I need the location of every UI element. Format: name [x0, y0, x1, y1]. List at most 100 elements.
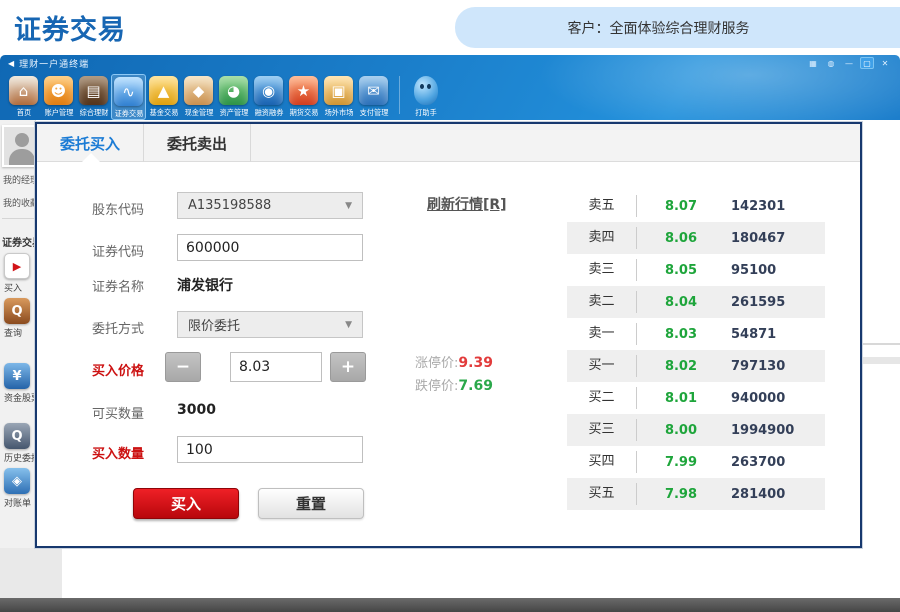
feedback-icon[interactable]: ◍: [827, 58, 835, 68]
tab-buy-order[interactable]: 委托买入: [37, 124, 144, 162]
sidebar-item-statement[interactable]: ◈ 对账单: [4, 468, 35, 509]
toolbar-item-wealth[interactable]: ▤ 综合理财: [76, 74, 111, 118]
depth-label: 买五: [567, 483, 637, 505]
depth-price: 7.99: [664, 454, 698, 470]
buy-qty-input[interactable]: [177, 436, 363, 463]
buy-price-input[interactable]: [230, 352, 322, 382]
depth-row-buy4[interactable]: 买四 7.99 263700: [567, 446, 825, 478]
depth-row-sell5[interactable]: 卖五 8.07 142301: [567, 190, 825, 222]
toolbar-label: 账户管理: [44, 108, 73, 117]
depth-volume: 261595: [731, 294, 786, 310]
sidebar-item-label: 历史委托: [4, 454, 35, 464]
security-name-value: 浦发银行: [177, 278, 233, 294]
globe-icon: ◉: [254, 76, 283, 105]
background-panel: [0, 548, 62, 598]
toolbar-divider: [399, 76, 400, 114]
depth-price: 8.01: [664, 390, 698, 406]
chevron-down-icon: ▼: [345, 319, 352, 330]
bag-icon: ◆: [184, 76, 213, 105]
depth-row-buy2[interactable]: 买二 8.01 940000: [567, 382, 825, 414]
skin-icon[interactable]: ▦: [809, 58, 817, 68]
refresh-quotes-link[interactable]: 刷新行情[R]: [427, 197, 507, 213]
statement-icon: ◈: [4, 468, 30, 494]
circle-logo-icon: ◕: [219, 76, 248, 105]
toolbar-item-account-mgmt[interactable]: ☻ 账户管理: [41, 74, 76, 118]
window-controls: ▦ ◍ — ▢ ✕: [806, 57, 892, 69]
price-plus-button[interactable]: +: [330, 352, 366, 382]
sidebar-section-securities: 证券交易: [2, 238, 35, 249]
limit-down-row: 跌停价:7.69: [415, 375, 493, 394]
depth-price: 8.06: [664, 230, 698, 246]
customer-badge: 客户：全面体验综合理财服务: [455, 7, 900, 48]
chevron-down-icon: ▼: [345, 200, 352, 211]
toolbar-item-otc-market[interactable]: ▣ 场外市场: [321, 74, 356, 118]
depth-volume: 797130: [731, 358, 786, 374]
sidebar-item-order-history[interactable]: Q 历史委托: [4, 423, 35, 464]
depth-volume: 180467: [731, 230, 786, 246]
dialog-tabbar: 委托买入 委托卖出: [37, 124, 860, 162]
depth-label: 卖四: [567, 227, 637, 249]
magnifier-icon: Q: [4, 298, 30, 324]
assistant-mascot-icon: [413, 76, 438, 105]
depth-volume: 54871: [731, 326, 777, 342]
minimize-icon[interactable]: —: [845, 58, 853, 68]
depth-price: 8.00: [664, 422, 698, 438]
depth-label: 买四: [567, 451, 637, 473]
toolbar-item-cash-mgmt[interactable]: ◆ 现金管理: [181, 74, 216, 118]
trading-window-chrome: ◀ 理财一户通终端 ▦ ◍ — ▢ ✕ ⌂ 首页 ☻ 账户管理 ▤ 综合理财: [0, 55, 900, 120]
depth-row-sell1[interactable]: 卖一 8.03 54871: [567, 318, 825, 350]
sidebar-item-query[interactable]: Q 查询: [4, 298, 35, 339]
toolbar-label: 场外市场: [324, 108, 353, 117]
toolbar-item-fund-trading[interactable]: ▲ 基金交易: [146, 74, 181, 118]
order-method-select[interactable]: 限价委托 ▼: [177, 311, 363, 338]
close-icon[interactable]: ✕: [881, 58, 889, 68]
buy-button[interactable]: 买入: [133, 488, 239, 519]
toolbar-item-payment-mgmt[interactable]: ✉ 支付管理: [356, 74, 391, 118]
toolbar-label: 融资融券: [254, 108, 283, 117]
toolbar-item-margin-trading[interactable]: ◉ 融资融券: [251, 74, 286, 118]
depth-row-buy1[interactable]: 买一 8.02 797130: [567, 350, 825, 382]
shareholder-code-value: A135198588: [188, 198, 272, 213]
sidebar-link-my-manager[interactable]: 我的经理: [3, 176, 36, 186]
depth-label: 卖一: [567, 323, 637, 345]
reset-button[interactable]: 重置: [258, 488, 364, 519]
tab-sell-order[interactable]: 委托卖出: [144, 124, 251, 162]
limit-up-row: 涨停价:9.39: [415, 352, 493, 371]
maximize-icon[interactable]: ▢: [860, 57, 874, 69]
depth-price: 8.07: [664, 198, 698, 214]
gloss-highlight: [540, 55, 900, 120]
sidebar-item-funds-stocks[interactable]: ¥ 资金股票: [4, 363, 35, 404]
sidebar-item-buy[interactable]: ▶ 买入: [4, 253, 35, 294]
sidebar-link-my-favorites[interactable]: 我的收藏: [3, 199, 36, 209]
limit-down-label: 跌停价:: [415, 379, 459, 394]
security-name-label: 证券名称: [92, 280, 145, 295]
depth-row-sell3[interactable]: 卖三 8.05 95100: [567, 254, 825, 286]
toolbar-item-assistant[interactable]: 打助手: [408, 74, 443, 118]
background-divider: [858, 343, 900, 345]
depth-row-buy5[interactable]: 买五 7.98 281400: [567, 478, 825, 510]
sidebar-item-label: 对账单: [4, 499, 32, 509]
depth-row-buy3[interactable]: 买三 8.00 1994900: [567, 414, 825, 446]
buy-play-icon: ▶: [4, 253, 30, 279]
depth-row-sell4[interactable]: 卖四 8.06 180467: [567, 222, 825, 254]
market-bag-icon: ▣: [324, 76, 353, 105]
security-code-input[interactable]: [177, 234, 363, 261]
market-depth-table: 卖五 8.07 142301 卖四 8.06 180467 卖三 8.05 95…: [567, 190, 825, 510]
funds-icon: ¥: [4, 363, 30, 389]
depth-volume: 281400: [731, 486, 786, 502]
chart-icon: ∿: [114, 77, 143, 106]
history-magnifier-icon: Q: [4, 423, 30, 449]
toolbar-label: 基金交易: [149, 108, 178, 117]
order-method-value: 限价委托: [188, 319, 241, 334]
toolbar-item-securities-trading[interactable]: ∿ 证券交易: [111, 74, 146, 120]
depth-row-sell2[interactable]: 卖二 8.04 261595: [567, 286, 825, 318]
depth-volume: 1994900: [731, 422, 795, 438]
toolbar-item-asset-mgmt[interactable]: ◕ 资产管理: [216, 74, 251, 118]
app-logo-icon: ◀: [8, 59, 15, 68]
shareholder-code-select[interactable]: A135198588 ▼: [177, 192, 363, 219]
toolbar-label: 现金管理: [184, 108, 213, 117]
toolbar-item-home[interactable]: ⌂ 首页: [6, 74, 41, 118]
order-entry-dialog: 委托买入 委托卖出 股东代码 A135198588 ▼ 证券代码 证券名称 浦发…: [35, 122, 862, 548]
toolbar-item-futures-trading[interactable]: ★ 期货交易: [286, 74, 321, 118]
price-minus-button[interactable]: −: [165, 352, 201, 382]
